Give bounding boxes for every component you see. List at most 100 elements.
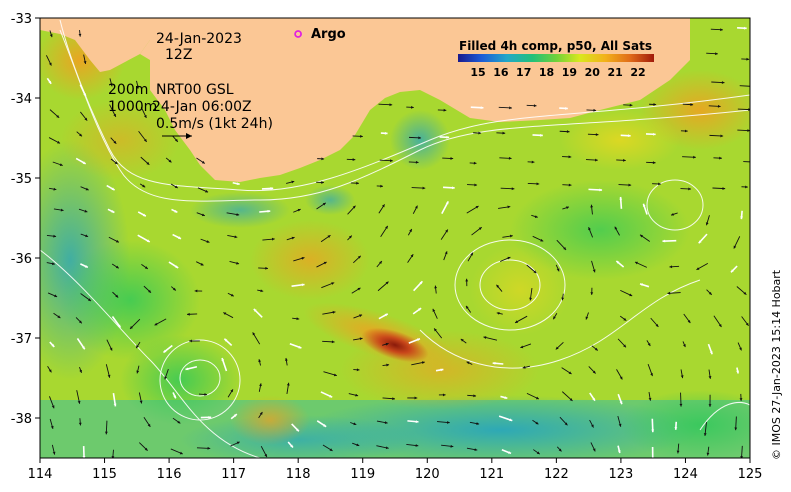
current-arrow-head [421, 361, 425, 365]
current-arrow-head [450, 157, 454, 160]
current-arrow-head [348, 235, 352, 239]
current-arrow-head [568, 371, 572, 375]
colorbar-tick-label: 17 [516, 66, 531, 79]
current-arrow-head [415, 420, 419, 424]
current-arrow-head [83, 61, 87, 64]
y-tick-label: -37 [11, 332, 32, 347]
current-arrow-head [221, 358, 225, 361]
current-arrow-head [706, 452, 710, 456]
current-arrow-head [136, 85, 140, 89]
current-arrow-head [585, 316, 589, 320]
current-arrow-head [747, 129, 750, 132]
current-arrow-head [56, 114, 60, 118]
current-arrow-head [415, 160, 419, 164]
current-arrow-head [473, 394, 477, 398]
current-arrow-head [511, 187, 515, 191]
current-arrow-head [680, 375, 684, 379]
current-arrow-head [556, 268, 560, 272]
current-arrow-head [440, 368, 444, 372]
current-arrow-head [172, 287, 176, 291]
colorbar-tick-label: 18 [539, 66, 554, 79]
current-arrow-head [619, 196, 623, 200]
current-arrow-head [295, 428, 299, 432]
x-tick-label: 117 [221, 467, 246, 482]
current-arrow-head [78, 422, 82, 426]
current-arrow-head [529, 297, 533, 301]
model-time-label: 24-Jan 06:00Z [152, 99, 252, 115]
current-arrow-head [384, 421, 388, 424]
current-arrow-head [717, 104, 721, 108]
current-arrow-head [565, 106, 568, 110]
current-arrow-head [207, 446, 211, 450]
current-arrow-head [496, 311, 500, 315]
current-arrow-head [51, 344, 55, 347]
current-arrow-head [592, 397, 595, 401]
current-arrow-head [78, 33, 82, 37]
current-arrow-head [357, 255, 361, 259]
current-arrow-head [647, 342, 651, 346]
current-arrow-head [357, 287, 361, 291]
current-arrow-head [569, 398, 573, 401]
current-arrow-head [389, 103, 393, 107]
current-arrow-head [450, 444, 454, 448]
current-arrow-head [745, 185, 748, 189]
current-arrow-head [623, 344, 626, 348]
argo-legend-icon [294, 30, 302, 38]
current-arrow-head [683, 344, 686, 348]
current-arrow-head [48, 62, 52, 66]
current-arrow [739, 85, 750, 87]
current-arrow-head [592, 448, 596, 452]
current-arrow-head [734, 427, 738, 431]
current-arrow-head [230, 389, 233, 393]
current-arrow-head [208, 415, 212, 419]
current-arrow-head [476, 422, 480, 426]
current-arrow-head [114, 161, 118, 165]
current-arrow-head [743, 291, 747, 295]
current-arrow-head [708, 376, 712, 379]
y-tick-label: -35 [11, 172, 32, 187]
current-arrow-head [566, 206, 570, 210]
current-arrow-head [522, 365, 526, 369]
current-arrow-head [508, 451, 512, 454]
current-arrow-head [623, 317, 627, 321]
current-arrow-head [492, 361, 496, 365]
velocity-scale-label: 0.5m/s (1kt 24h) [156, 116, 273, 132]
current-arrow-head [535, 421, 539, 425]
current-arrow-head [146, 239, 150, 242]
current-arrow-head [260, 289, 264, 293]
current-arrow-head [386, 363, 390, 367]
current-arrow-head [111, 187, 115, 191]
x-tick-label: 121 [479, 467, 504, 482]
current-arrow-head [515, 320, 519, 323]
current-arrow-head [323, 424, 327, 427]
current-arrow-head [553, 316, 556, 320]
current-arrow-head [189, 339, 192, 343]
credit-label: © IMOS 27-Jan-2023 15:14 Hobart [770, 269, 783, 460]
current-arrow-head [57, 315, 61, 318]
current-arrow-head [385, 342, 389, 346]
current-arrow-head [634, 261, 638, 265]
current-arrow-head [739, 398, 743, 401]
current-arrow-head [82, 456, 86, 458]
current-arrow-head [564, 422, 568, 426]
current-arrow-head [721, 81, 725, 84]
current-arrow-head [130, 326, 133, 329]
current-arrow-head [443, 108, 447, 112]
current-arrow-head [444, 251, 448, 255]
current-arrow-head [703, 433, 707, 436]
x-tick-label: 118 [286, 467, 311, 482]
current-arrow-head [233, 414, 237, 417]
current-arrow-head [693, 155, 696, 159]
current-arrow-head [60, 208, 64, 212]
sst-field [40, 18, 750, 458]
current-arrow-head [385, 446, 389, 450]
current-arrow-head [385, 281, 389, 285]
current-arrow-head [652, 161, 656, 165]
x-tick-label: 119 [350, 467, 375, 482]
current-arrow-head [224, 338, 228, 342]
current-arrow-head [286, 382, 290, 386]
current-arrow-head [561, 297, 565, 301]
current-arrow-head [627, 134, 631, 138]
current-arrow-head [478, 131, 482, 135]
current-arrow-head [230, 293, 234, 297]
